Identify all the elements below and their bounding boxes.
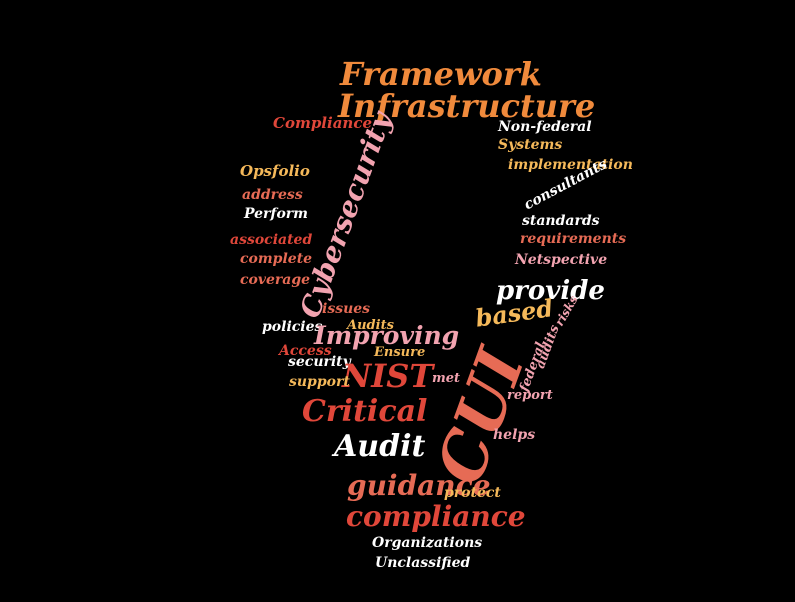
word-issues: issues [322, 301, 371, 317]
word-address: address [242, 187, 303, 203]
word-netspective: Netspective [515, 252, 608, 268]
word-compliance-small: Compliance [273, 114, 373, 132]
word-protect: protect [444, 485, 501, 501]
word-non-federal: Non-federal [498, 119, 592, 135]
word-opsfolio: Opsfolio [240, 162, 310, 180]
word-infrastructure: Infrastructure [338, 87, 596, 125]
word-coverage: coverage [240, 272, 311, 288]
word-compliance: compliance [346, 500, 526, 533]
word-implementation: implementation [508, 157, 633, 173]
word-audits-cap: Audits [347, 318, 394, 333]
word-cybersecurity: Cybersecurity [293, 107, 399, 323]
word-requirements: requirements [520, 231, 627, 247]
word-standards: standards [522, 213, 600, 229]
word-policies: policies [262, 319, 323, 335]
word-critical: Critical [302, 394, 428, 429]
word-met: met [432, 371, 461, 386]
word-based: based [473, 293, 555, 333]
word-systems: Systems [498, 137, 563, 153]
word-improving: Improving [314, 321, 460, 350]
word-organizations: Organizations [372, 535, 483, 551]
word-framework: Framework [340, 55, 542, 93]
word-security: security [288, 354, 351, 370]
word-complete: complete [240, 251, 313, 267]
word-nist: NIST [342, 357, 434, 395]
word-perform: Perform [244, 206, 308, 222]
word-associated: associated [230, 232, 313, 248]
word-access: Access [279, 343, 332, 359]
word-support: support [289, 374, 350, 390]
word-provide: provide [496, 276, 605, 306]
word-ensure: Ensure [374, 345, 426, 360]
word-audit: Audit [334, 429, 426, 464]
word-guidance: guidance [347, 469, 491, 502]
word-report: report [507, 388, 553, 403]
word-unclassified: Unclassified [375, 555, 471, 571]
word-helps: helps [493, 427, 536, 443]
